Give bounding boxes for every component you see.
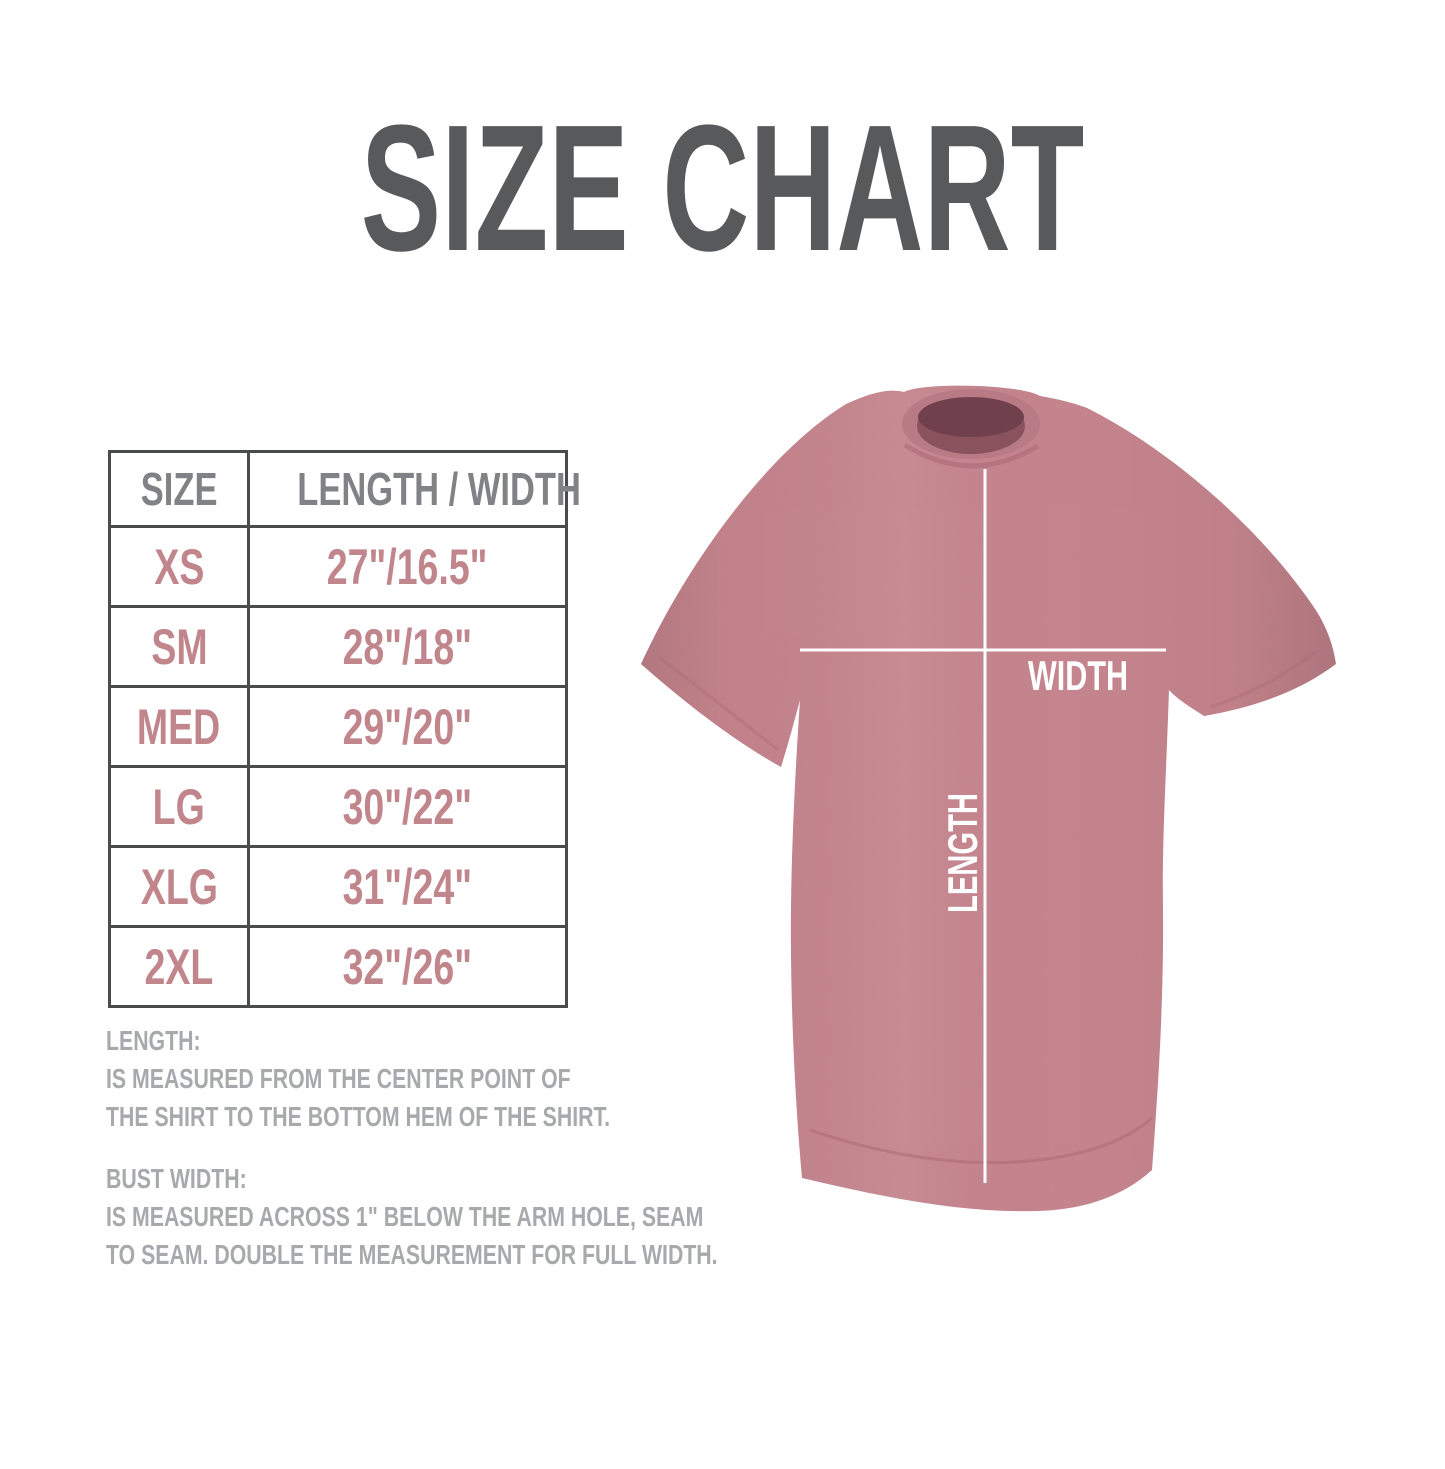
size-cell-text: XLG [140,858,218,915]
width-label: WIDTH [1028,652,1128,699]
length-note-title: LENGTH: [106,1022,766,1060]
heather-texture [641,385,1336,1212]
column-header-length-width-text: LENGTH / WIDTH [297,463,581,515]
length-note-line-text: THE SHIRT TO THE BOTTOM HEM OF THE SHIRT… [106,1101,611,1132]
size-cell: SM [108,605,250,688]
length-note-title-text: LENGTH: [106,1025,201,1056]
tshirt-details [641,385,1336,1212]
right-sleeve-seam [1209,650,1317,709]
length-note-line: THE SHIRT TO THE BOTTOM HEM OF THE SHIRT… [106,1098,766,1136]
value-cell-text: 28"/18" [342,618,473,675]
value-cell-text: 29"/20" [342,698,473,755]
value-cell-text: 31"/24" [342,858,473,915]
column-header-length-width: LENGTH / WIDTH [247,450,581,528]
table-row: LG 30"/22" [108,765,568,848]
bust-width-note-line-text: TO SEAM. DOUBLE THE MEASUREMENT FOR FULL… [106,1239,718,1270]
value-cell-text: 30"/22" [342,778,473,835]
size-cell: XLG [108,845,250,928]
left-sleeve-seam [659,656,779,752]
value-cell: 29"/20" [247,685,568,768]
size-cell: 2XL [108,925,250,1008]
hem-fold-line [809,1116,1153,1165]
value-cell: 32"/26" [247,925,568,1008]
value-cell: 31"/24" [247,845,568,928]
length-note-line-text: IS MEASURED FROM THE CENTER POINT OF [106,1063,571,1094]
table-row: XS 27"/16.5" [108,525,568,608]
table-row: SM 28"/18" [108,605,568,688]
length-note-line: IS MEASURED FROM THE CENTER POINT OF [106,1060,766,1098]
bust-width-note-title-text: BUST WIDTH: [106,1163,247,1194]
bust-width-note-line: IS MEASURED ACROSS 1" BELOW THE ARM HOLE… [106,1198,766,1236]
table-row: XLG 31"/24" [108,845,568,928]
value-cell: 27"/16.5" [247,525,568,608]
bust-width-note: BUST WIDTH: IS MEASURED ACROSS 1" BELOW … [106,1160,766,1274]
size-table-header-row: SIZE LENGTH / WIDTH [108,450,581,528]
size-cell: LG [108,765,250,848]
value-cell-text: 27"/16.5" [327,538,488,595]
value-cell-text: 32"/26" [342,938,473,995]
value-cell: 28"/18" [247,605,568,688]
size-cell: MED [108,685,250,768]
column-header-size: SIZE [108,450,250,528]
bust-width-note-line: TO SEAM. DOUBLE THE MEASUREMENT FOR FULL… [106,1236,766,1274]
table-row: 2XL 32"/26" [108,925,568,1008]
column-header-size-text: SIZE [140,463,218,515]
size-cell-text: LG [152,778,206,835]
length-label: LENGTH [939,793,986,913]
size-cell-text: MED [137,698,221,755]
tshirt-illustration: WIDTH LENGTH [641,385,1336,1212]
collar-inner-shadow [918,397,1024,437]
size-cell-text: XS [153,538,205,595]
size-cell-text: SM [150,618,208,675]
bust-width-note-title: BUST WIDTH: [106,1160,766,1198]
length-note: LENGTH: IS MEASURED FROM THE CENTER POIN… [106,1022,766,1136]
measurement-notes: LENGTH: IS MEASURED FROM THE CENTER POIN… [106,1022,766,1274]
table-row: MED 29"/20" [108,685,568,768]
size-cell-text: 2XL [144,938,214,995]
under-collar-shadow [903,442,1040,469]
page-title: SIZE CHART [360,88,1085,289]
size-table: SIZE LENGTH / WIDTH XS 27"/16.5" SM 28"/… [108,450,581,1008]
value-cell: 30"/22" [247,765,568,848]
bust-width-note-line-text: IS MEASURED ACROSS 1" BELOW THE ARM HOLE… [106,1201,704,1232]
size-cell: XS [108,525,250,608]
